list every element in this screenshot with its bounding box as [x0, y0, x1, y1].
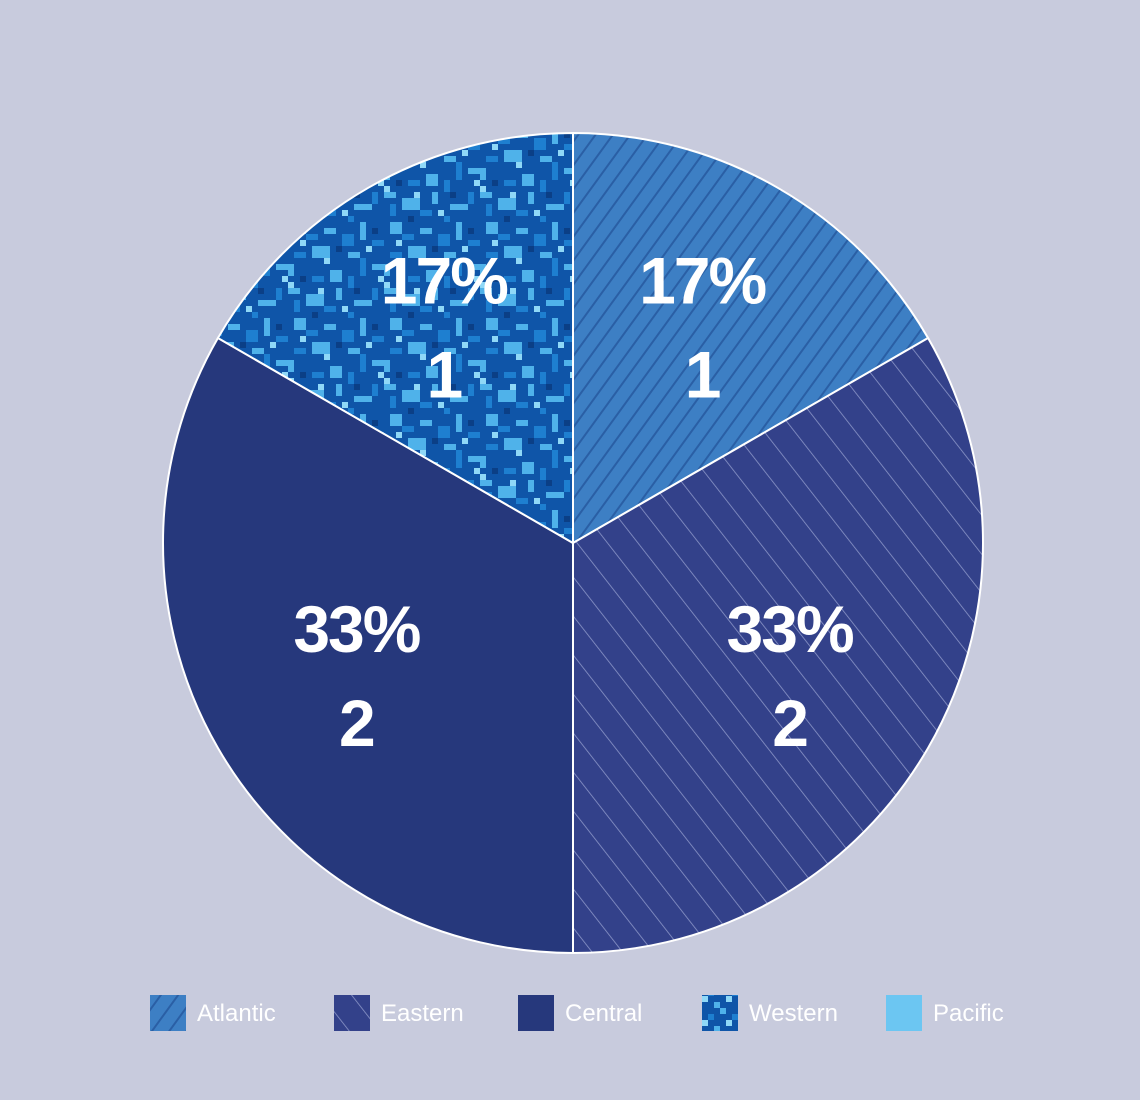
legend: Atlantic Eastern Central Western Pacific — [150, 995, 1004, 1031]
legend-swatch-pacific — [886, 995, 922, 1031]
legend-label-pacific: Pacific — [933, 1000, 1004, 1027]
legend-label-atlantic: Atlantic — [197, 1000, 276, 1027]
pie-slices — [162, 131, 984, 955]
pie-slice-western — [216, 131, 574, 545]
legend-swatch-central — [518, 995, 554, 1031]
slice-count-label-central: 2 — [339, 686, 374, 760]
pie-slice-atlantic — [572, 131, 930, 545]
legend-item-atlantic: Atlantic — [150, 995, 276, 1031]
legend-label-central: Central — [565, 1000, 642, 1027]
slice-percent-label-western: 17% — [381, 243, 507, 317]
slice-percent-label-eastern: 33% — [727, 592, 853, 666]
legend-item-pacific: Pacific — [886, 995, 1004, 1031]
pie-slice-labels: 17% 1 33% 2 33% 2 17% 1 — [293, 243, 855, 760]
pie-slice-eastern — [572, 336, 984, 955]
legend-item-central: Central — [518, 995, 642, 1031]
legend-swatch-atlantic — [150, 995, 186, 1031]
legend-item-eastern: Eastern — [334, 995, 464, 1031]
pie-slice-central — [162, 336, 574, 955]
legend-swatch-eastern — [334, 995, 370, 1031]
slice-count-label-eastern: 2 — [772, 686, 807, 760]
legend-item-western: Western — [702, 995, 838, 1031]
legend-swatch-western — [702, 995, 738, 1031]
slice-count-label-western: 1 — [426, 337, 461, 411]
slice-percent-label-atlantic: 17% — [639, 243, 765, 317]
legend-label-western: Western — [749, 1000, 838, 1027]
slice-count-label-atlantic: 1 — [685, 337, 720, 411]
slice-percent-label-central: 33% — [293, 592, 419, 666]
legend-label-eastern: Eastern — [381, 1000, 464, 1027]
